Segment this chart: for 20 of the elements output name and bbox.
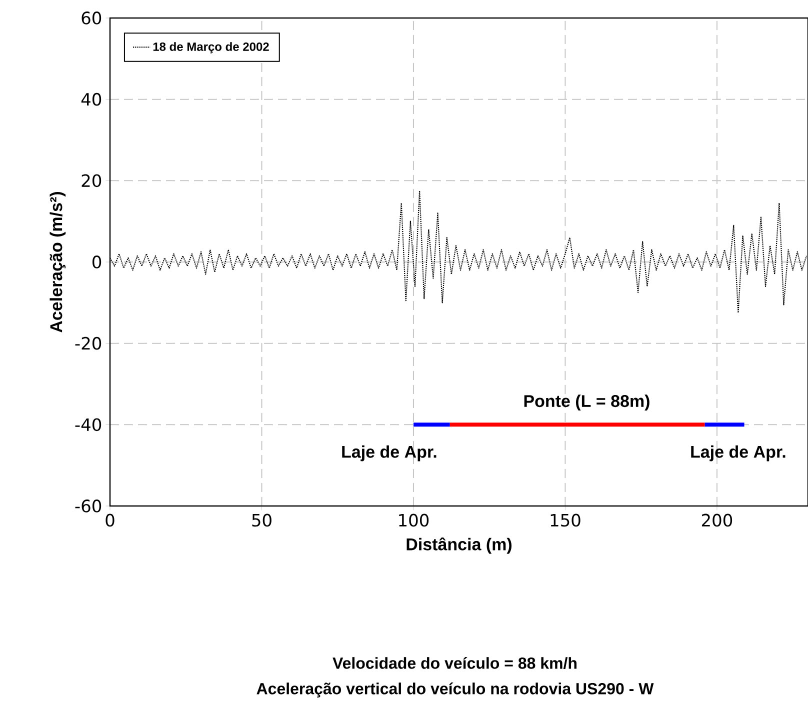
legend-label: 18 de Março de 2002 xyxy=(153,42,269,54)
y-axis-title: Aceleração (m/s²) xyxy=(50,192,66,332)
x-axis-title: Distância (m) xyxy=(406,538,512,554)
y-tick-label: -40 xyxy=(75,418,102,432)
y-tick-label: 40 xyxy=(81,92,102,106)
annotation: Ponte (L = 88m) xyxy=(524,394,650,410)
y-tick-label: -20 xyxy=(75,336,102,350)
x-tick-label: 50 xyxy=(252,514,272,527)
x-tick-label: 150 xyxy=(550,514,580,527)
y-tick-label: 20 xyxy=(82,174,102,188)
y-tick-label: 0 xyxy=(92,256,102,268)
y-tick-label: 60 xyxy=(82,12,102,24)
x-tick-label: 100 xyxy=(399,514,429,527)
annotation: Laje de Apr. xyxy=(342,445,436,462)
x-tick-label: 0 xyxy=(106,514,114,527)
text: Aceleração vertical do veículo na rodovia US290 - W xyxy=(256,682,654,698)
y-tick-label: -60 xyxy=(75,500,102,512)
x-tick-label: 200 xyxy=(702,514,732,527)
annotation: Laje de Apr. xyxy=(691,445,786,462)
text: Velocidade do veículo = 88 km/h xyxy=(332,656,576,670)
